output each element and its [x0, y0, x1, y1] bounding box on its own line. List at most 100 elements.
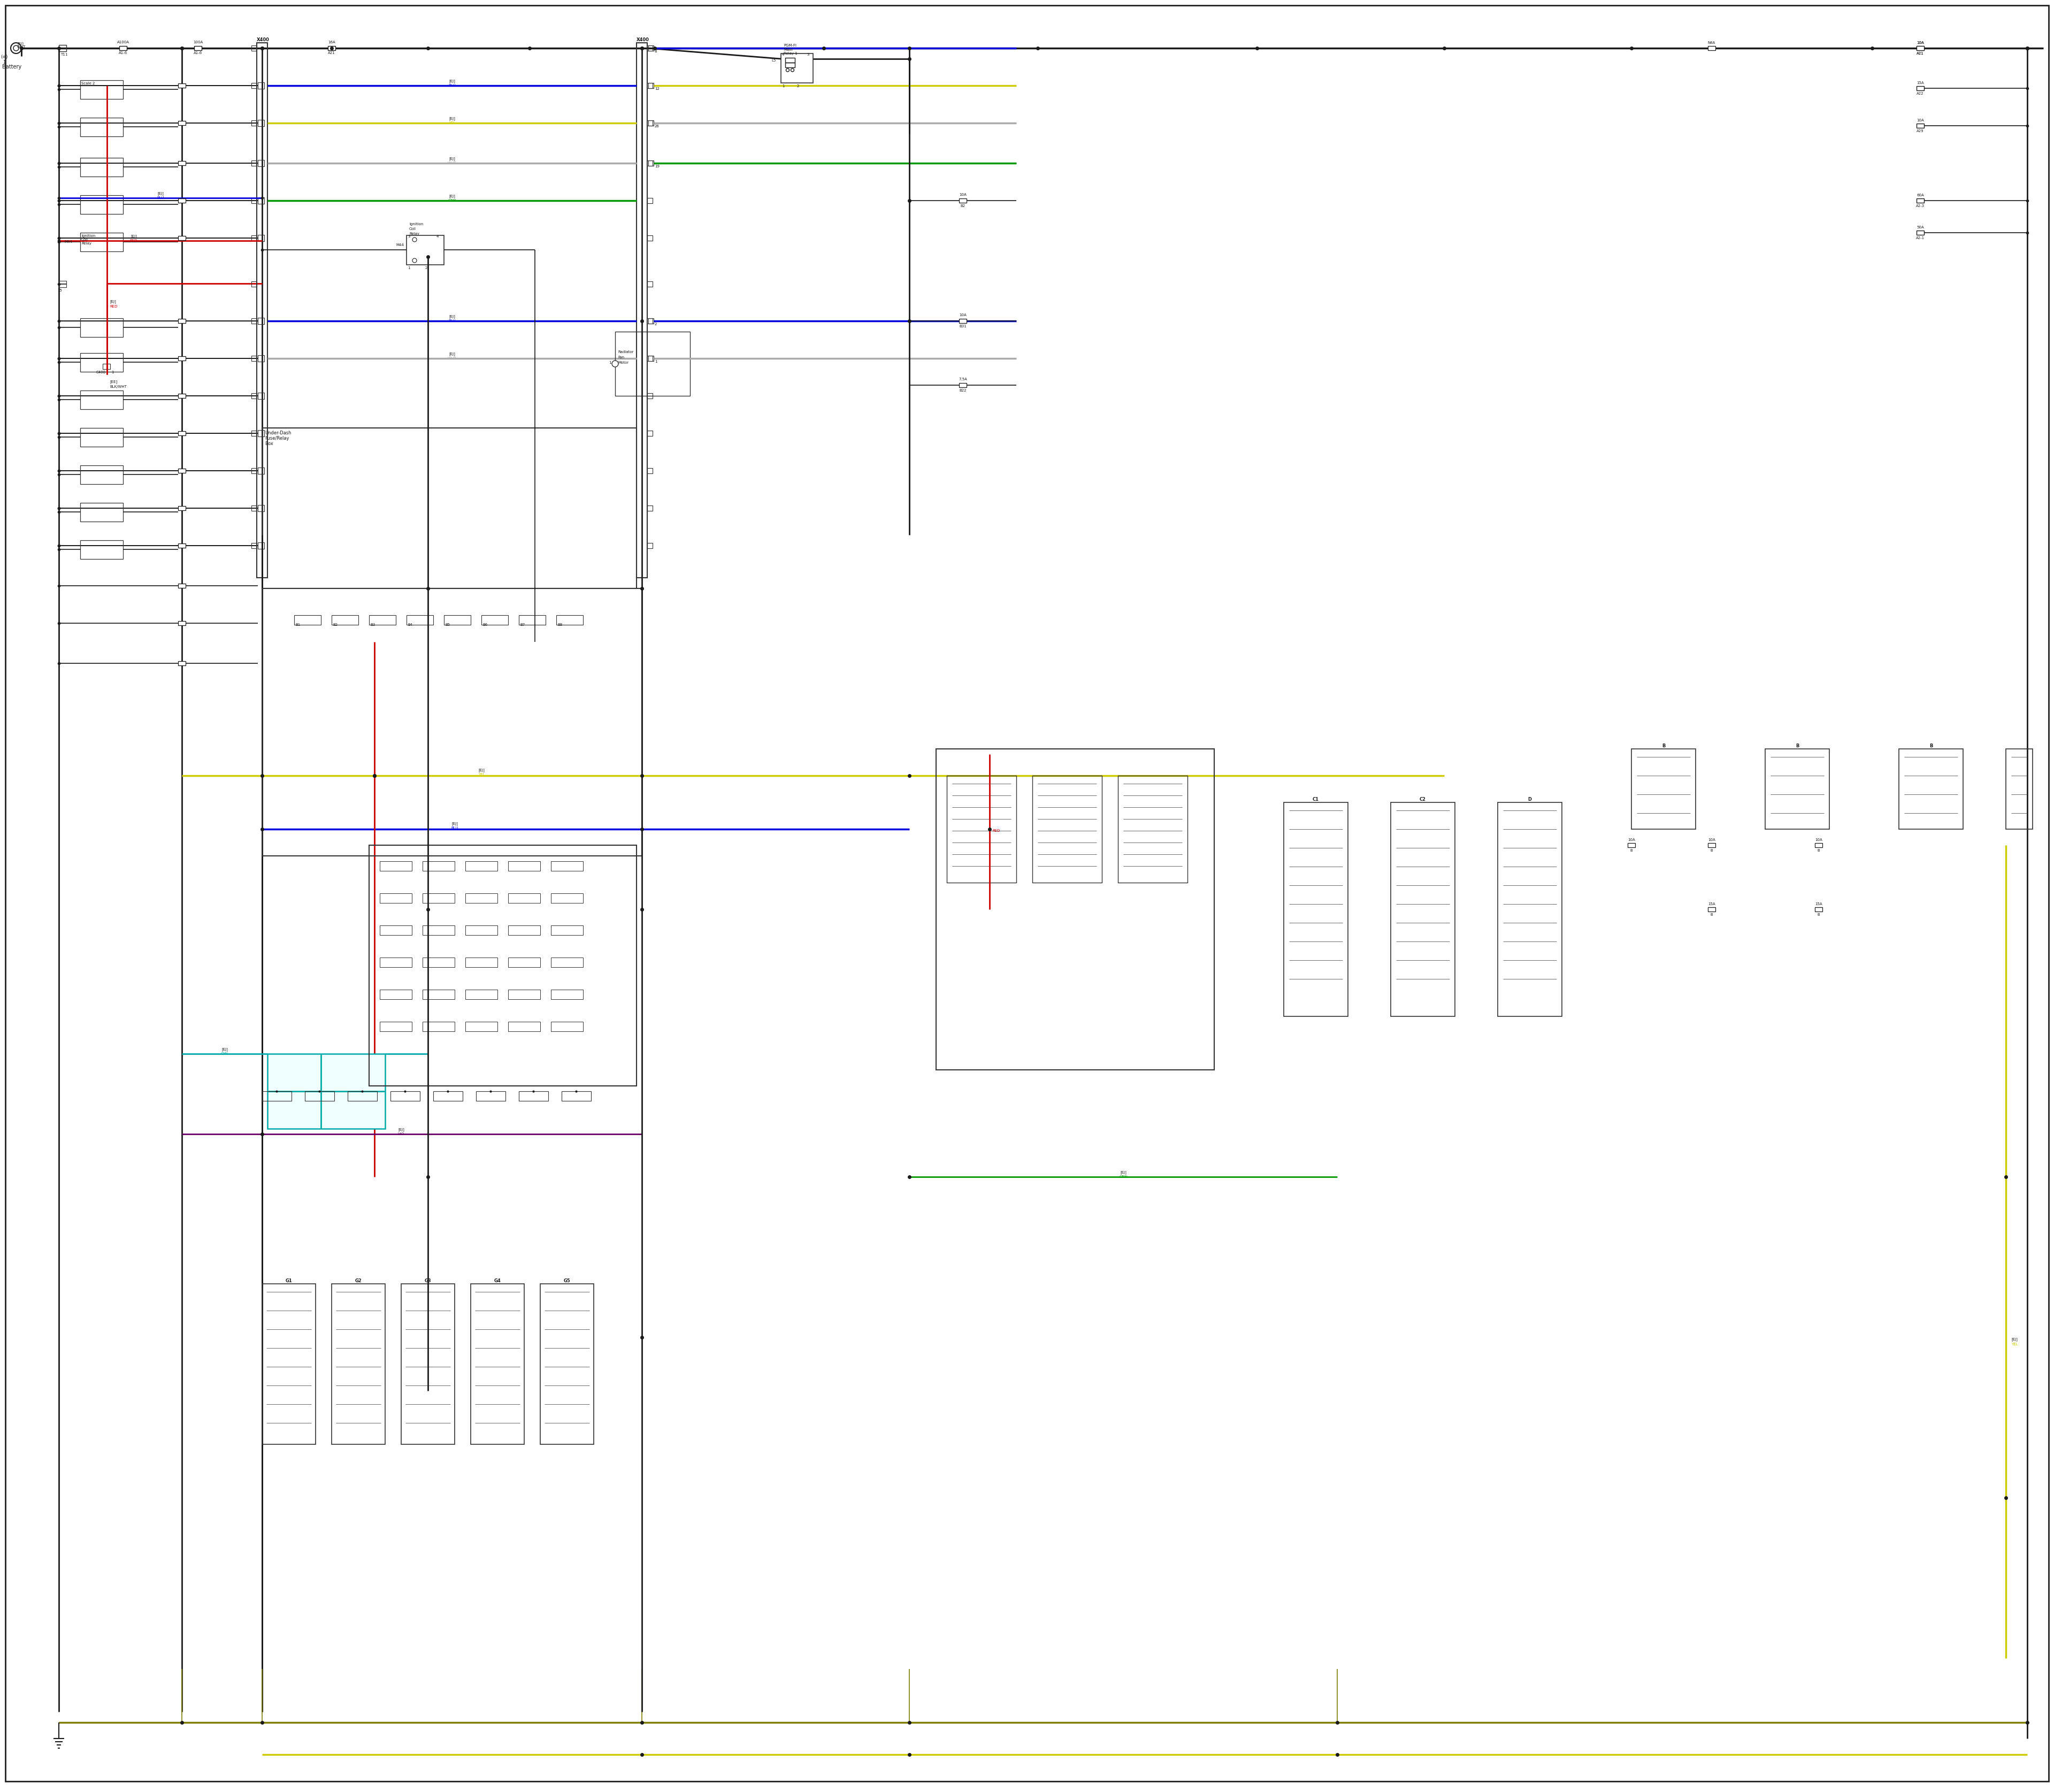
- Bar: [331, 615, 357, 625]
- Text: G4: G4: [495, 1278, 501, 1283]
- Text: Main: Main: [785, 48, 793, 52]
- Text: Radiator: Radiator: [618, 351, 633, 353]
- Bar: [179, 237, 185, 240]
- Bar: [1709, 47, 1715, 50]
- Text: RED: RED: [129, 238, 138, 242]
- Text: B2: B2: [333, 624, 337, 627]
- Bar: [550, 862, 583, 871]
- Text: BLU: BLU: [156, 197, 164, 199]
- Text: B4: B4: [407, 624, 413, 627]
- Bar: [1816, 842, 1822, 848]
- Text: C2: C2: [1419, 797, 1425, 801]
- Bar: [259, 430, 265, 437]
- Bar: [649, 161, 653, 167]
- Bar: [80, 118, 123, 136]
- Text: Under-Dash: Under-Dash: [265, 430, 292, 435]
- Bar: [647, 505, 653, 511]
- Text: 100A: 100A: [193, 41, 203, 43]
- Text: 1: 1: [111, 371, 113, 375]
- Text: 10A: 10A: [1816, 839, 1822, 842]
- Bar: [179, 661, 185, 665]
- Text: A21: A21: [329, 52, 335, 54]
- Bar: [80, 319, 123, 337]
- Bar: [259, 468, 265, 473]
- Bar: [259, 355, 265, 362]
- Bar: [647, 430, 653, 435]
- Bar: [481, 615, 507, 625]
- Bar: [251, 392, 257, 398]
- Text: B: B: [1711, 849, 1713, 853]
- Text: 2: 2: [655, 323, 657, 326]
- Bar: [251, 505, 257, 511]
- Text: B: B: [1795, 744, 1799, 749]
- Text: 10A: 10A: [1916, 118, 1925, 122]
- Text: YEL: YEL: [479, 772, 485, 776]
- Bar: [179, 357, 185, 360]
- Bar: [179, 84, 185, 88]
- Bar: [1916, 86, 1925, 90]
- Text: Coil: Coil: [409, 228, 417, 231]
- Bar: [781, 54, 813, 82]
- Text: VIO: VIO: [398, 1133, 405, 1136]
- Bar: [263, 588, 641, 857]
- Bar: [329, 47, 335, 50]
- Text: G5: G5: [563, 1278, 571, 1283]
- Bar: [959, 199, 967, 202]
- Bar: [647, 235, 653, 240]
- Bar: [1709, 907, 1715, 912]
- Bar: [507, 957, 540, 968]
- Text: [EE]: [EE]: [109, 380, 117, 383]
- Bar: [423, 989, 454, 1000]
- Bar: [1916, 199, 1925, 202]
- Bar: [550, 957, 583, 968]
- Text: 15A: 15A: [1709, 903, 1715, 905]
- Text: BLU: BLU: [452, 826, 458, 830]
- Text: 10A: 10A: [959, 314, 967, 317]
- Text: B7: B7: [520, 624, 526, 627]
- Bar: [647, 161, 653, 167]
- Bar: [466, 1021, 497, 1032]
- Text: BLK/WHT: BLK/WHT: [109, 385, 127, 389]
- Text: [EJ]: [EJ]: [450, 79, 456, 82]
- Bar: [647, 543, 653, 548]
- Text: [EJ]: [EJ]: [450, 156, 456, 159]
- Text: 10A: 10A: [1916, 41, 1925, 45]
- Text: 50A: 50A: [1916, 226, 1925, 229]
- Bar: [179, 319, 185, 323]
- Bar: [304, 1091, 335, 1100]
- Bar: [785, 57, 795, 63]
- Text: 1: 1: [655, 360, 657, 364]
- Text: [EJ]: [EJ]: [109, 299, 115, 303]
- Bar: [2007, 749, 2033, 830]
- Text: 10A: 10A: [1916, 41, 1925, 45]
- Bar: [259, 392, 265, 400]
- Bar: [937, 749, 1214, 1070]
- Text: 2: 2: [425, 267, 427, 269]
- Bar: [60, 45, 66, 52]
- Bar: [550, 894, 583, 903]
- Bar: [1709, 842, 1715, 848]
- Bar: [540, 1283, 594, 1444]
- Text: 19: 19: [655, 165, 659, 168]
- Text: M44: M44: [396, 244, 405, 247]
- Text: 15A: 15A: [1916, 81, 1925, 84]
- Bar: [347, 1091, 378, 1100]
- Bar: [647, 468, 653, 473]
- Bar: [649, 45, 653, 50]
- Text: N4A: N4A: [1707, 41, 1715, 45]
- Text: Battery: Battery: [2, 65, 21, 70]
- Bar: [520, 1091, 548, 1100]
- Text: B3: B3: [370, 624, 376, 627]
- Text: A2-3: A2-3: [1916, 204, 1925, 208]
- Bar: [1391, 803, 1454, 1016]
- Bar: [179, 161, 185, 165]
- Bar: [80, 158, 123, 177]
- Circle shape: [787, 68, 789, 72]
- Text: 1: 1: [2, 59, 6, 65]
- Bar: [477, 1091, 505, 1100]
- Bar: [647, 281, 653, 287]
- Text: RED: RED: [992, 830, 1000, 831]
- Bar: [1898, 749, 1964, 830]
- Bar: [259, 82, 265, 90]
- Bar: [637, 43, 647, 577]
